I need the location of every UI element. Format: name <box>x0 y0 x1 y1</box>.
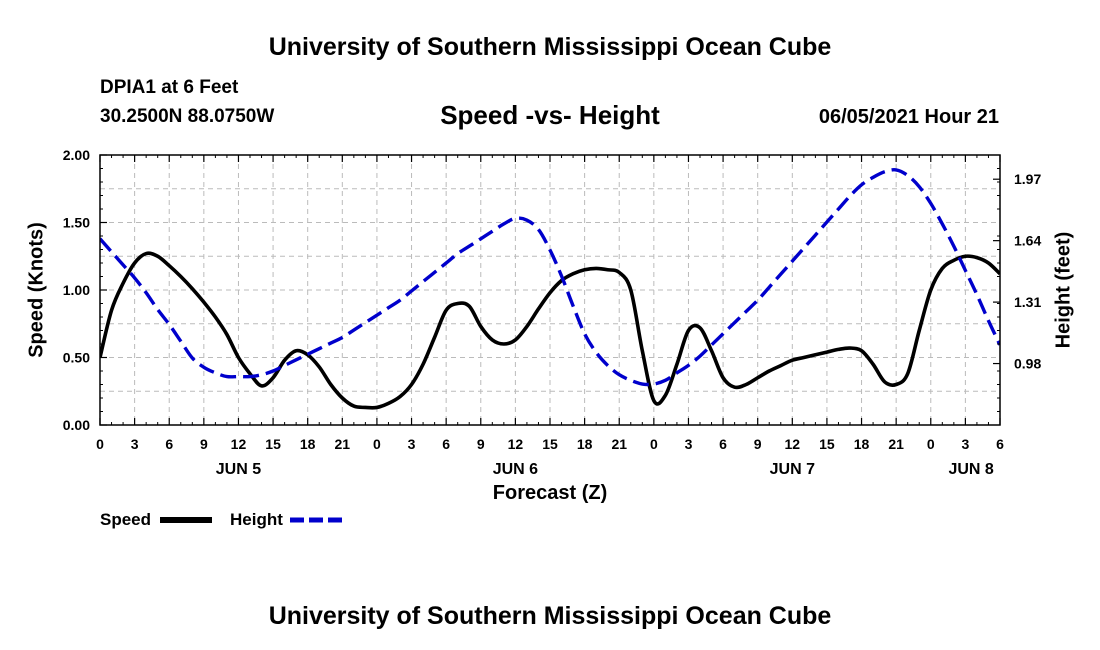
y-tick-label-left: 2.00 <box>63 147 90 163</box>
x-tick-label: 21 <box>611 436 627 452</box>
day-label: JUN 7 <box>770 461 815 478</box>
x-tick-label: 21 <box>335 436 351 452</box>
x-tick-label: 18 <box>577 436 593 452</box>
day-label: JUN 6 <box>493 461 538 478</box>
legend-speed-label: Speed <box>100 510 152 529</box>
x-tick-label: 6 <box>719 436 727 452</box>
x-tick-label: 9 <box>200 436 208 452</box>
x-tick-label: 6 <box>442 436 450 452</box>
x-tick-label: 15 <box>542 436 558 452</box>
x-tick-label: 12 <box>785 436 801 452</box>
x-tick-label: 3 <box>685 436 693 452</box>
x-tick-label: 0 <box>96 436 104 452</box>
x-axis-title: Forecast (Z) <box>492 482 608 504</box>
day-label: JUN 8 <box>948 461 993 478</box>
day-label: JUN 5 <box>216 461 261 478</box>
series-line-height <box>100 168 1000 387</box>
x-tick-label: 18 <box>300 436 316 452</box>
grid-layer <box>100 155 1000 425</box>
legend-speed-swatch <box>160 517 212 523</box>
x-tick-label: 12 <box>508 436 524 452</box>
station-coordinates: 30.2500N 88.0750W <box>100 106 275 127</box>
y-tick-label-right: 1.64 <box>1014 233 1041 249</box>
x-tick-label: 3 <box>408 436 416 452</box>
forecast-timestamp: 06/05/2021 Hour 21 <box>818 106 999 128</box>
x-tick-label: 9 <box>754 436 762 452</box>
y-tick-label-left: 1.00 <box>63 282 90 298</box>
x-tick-label: 12 <box>231 436 247 452</box>
y-axis-title-left: Speed (Knots) <box>25 222 48 358</box>
x-tick-label: 18 <box>854 436 870 452</box>
page-title-bottom: University of Southern Mississippi Ocean… <box>268 602 832 630</box>
page-title-top: University of Southern Mississippi Ocean… <box>268 33 832 61</box>
chart-title: Speed -vs- Height <box>440 100 660 130</box>
y-tick-label-right: 1.31 <box>1014 294 1041 310</box>
y-tick-label-left: 1.50 <box>63 215 90 231</box>
y-tick-label-left: 0.50 <box>63 350 90 366</box>
x-tick-label: 21 <box>888 436 904 452</box>
x-tick-label: 0 <box>927 436 935 452</box>
x-tick-label: 6 <box>996 436 1004 452</box>
station-name: DPIA1 at 6 Feet <box>100 77 239 98</box>
x-tick-label: 0 <box>373 436 381 452</box>
y-tick-label-right: 1.97 <box>1014 171 1041 187</box>
axes-layer: 0 3 6 9 12 15 18 21 0 3 6 9 12 15 18 21 0 3 6 9 12 15 18 21 0 3 6J… <box>63 147 1042 478</box>
x-tick-label: 3 <box>961 436 969 452</box>
x-tick-label: 3 <box>131 436 139 452</box>
legend-height-swatch <box>290 517 342 523</box>
x-tick-label: 15 <box>265 436 281 452</box>
series-line-speed <box>100 251 1000 410</box>
y-tick-label-right: 0.98 <box>1014 356 1041 372</box>
y-axis-title-right: Height (feet) <box>1052 231 1075 349</box>
series-layer <box>100 168 1000 410</box>
x-tick-label: 9 <box>477 436 485 452</box>
x-tick-label: 0 <box>650 436 658 452</box>
y-tick-label-left: 0.00 <box>63 417 90 433</box>
x-tick-label: 15 <box>819 436 835 452</box>
legend-height-label: Height <box>230 510 283 529</box>
x-tick-label: 6 <box>165 436 173 452</box>
